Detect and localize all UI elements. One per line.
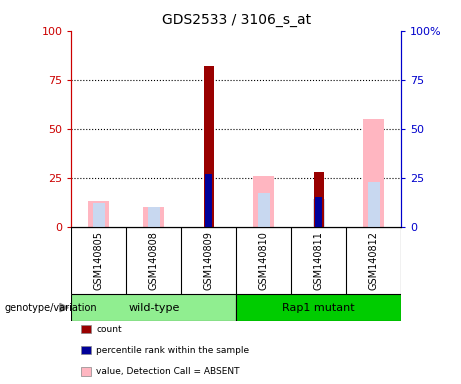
Bar [314,172,324,227]
Text: wild-type: wild-type [128,303,179,313]
Bar [236,294,401,321]
Text: GSM140812: GSM140812 [369,231,378,290]
Bar [81,346,91,354]
Text: percentile rank within the sample: percentile rank within the sample [96,346,249,355]
Text: GSM140809: GSM140809 [204,231,214,290]
Bar [71,294,236,321]
Text: Rap1 mutant: Rap1 mutant [282,303,355,313]
Title: GDS2533 / 3106_s_at: GDS2533 / 3106_s_at [162,13,311,27]
Bar [143,207,164,227]
Text: count: count [96,324,122,334]
Bar [81,325,91,333]
Text: GSM140808: GSM140808 [149,231,159,290]
Bar [148,207,160,227]
Bar [258,193,270,227]
Bar [206,174,212,227]
Bar [89,201,109,227]
Bar [253,175,274,227]
Bar [363,119,384,227]
Text: value, Detection Call = ABSENT: value, Detection Call = ABSENT [96,367,240,376]
Bar [313,199,325,227]
Bar [81,367,91,376]
Bar [315,197,322,227]
Polygon shape [60,303,68,312]
Bar [93,203,105,227]
Text: GSM140811: GSM140811 [313,231,324,290]
Text: GSM140810: GSM140810 [259,231,269,290]
Text: GSM140805: GSM140805 [94,231,104,290]
Bar [367,182,380,227]
Text: genotype/variation: genotype/variation [5,303,97,313]
Bar [204,66,214,227]
